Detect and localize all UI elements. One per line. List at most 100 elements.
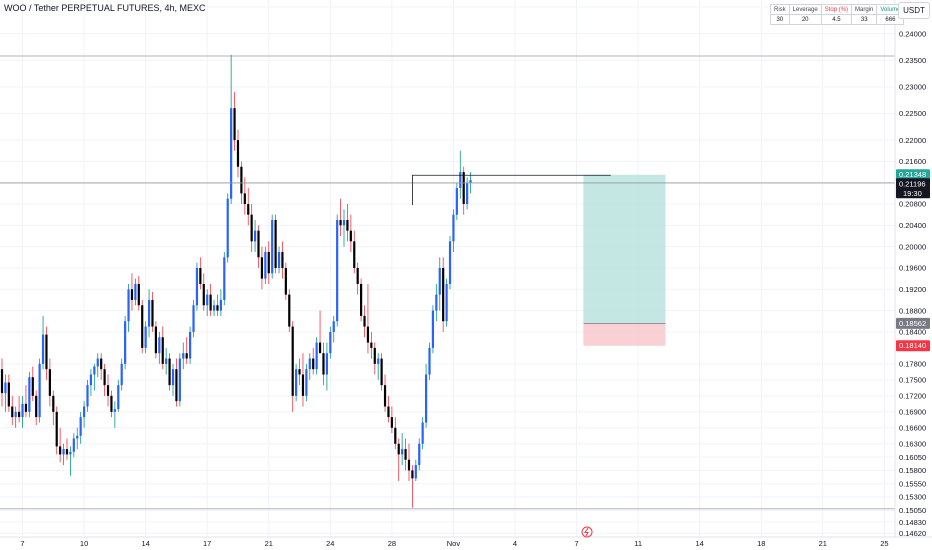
candle-body [431, 310, 435, 348]
candle-body [414, 465, 417, 479]
time-tick-label: 24 [326, 539, 334, 548]
candle-body [93, 366, 96, 375]
candle-body [394, 427, 397, 444]
current-price-label-bg [896, 178, 930, 199]
price-tick-label: 0.23000 [899, 83, 926, 92]
price-axis[interactable]: 0.245000.240000.235000.230000.225000.220… [894, 0, 926, 538]
price-tick-label: 0.17200 [899, 392, 926, 401]
candle-body [24, 403, 28, 412]
profit-zone [583, 174, 666, 324]
candle-body [76, 435, 79, 439]
price-tick-label: 0.16600 [899, 423, 926, 432]
price-tick-label: 0.15050 [899, 506, 926, 515]
lightning-icon[interactable] [581, 526, 593, 538]
current-price-label: 0.21196 [899, 179, 926, 188]
currency-selector[interactable]: USDT [898, 2, 930, 19]
candle-body [360, 283, 363, 316]
candle-body [127, 289, 130, 322]
candle-body [469, 180, 472, 183]
candle-body [448, 241, 452, 284]
candle-body [353, 241, 356, 268]
candle-body [383, 385, 387, 407]
candle-body [161, 337, 164, 364]
candle-body [11, 406, 14, 418]
level-line [411, 174, 611, 206]
candle-body [380, 358, 383, 386]
candle-body [18, 411, 21, 418]
candle-body [86, 385, 89, 407]
candle-body [195, 267, 199, 306]
candle-body [165, 358, 168, 364]
candle-body [336, 220, 339, 322]
short-position-tool[interactable] [583, 174, 666, 346]
candle-body [308, 358, 311, 370]
candle-body [59, 446, 62, 455]
price-tick-label: 0.20400 [899, 221, 926, 230]
candle-body [363, 315, 366, 327]
candle-body [230, 108, 233, 199]
candle-body [96, 358, 99, 367]
time-tick-label: 14 [141, 539, 149, 548]
candle-body [141, 305, 144, 348]
candle-body [462, 172, 465, 205]
price-tick-label: 0.15800 [899, 466, 926, 475]
candle-body [455, 188, 458, 215]
time-tick-label: 28 [388, 539, 396, 548]
candle-body [342, 220, 346, 226]
candle-body [466, 182, 469, 205]
price-tick-label: 0.21600 [899, 157, 926, 166]
candle-body [305, 369, 308, 396]
time-tick-label: 18 [757, 539, 765, 548]
time-tick-label: 7 [574, 539, 578, 548]
candle-body [424, 374, 428, 423]
candle-body [103, 369, 106, 386]
candle-body [301, 374, 305, 396]
candle-body [318, 342, 322, 354]
candle-body [178, 358, 181, 402]
candle-body [216, 305, 219, 311]
candle-body [452, 214, 455, 242]
candle-body [35, 395, 38, 418]
candle-body [253, 230, 257, 242]
candle-body [407, 459, 411, 471]
candle-body [322, 353, 325, 375]
candle-body [55, 411, 58, 447]
candle-body [130, 289, 134, 300]
candle-body [21, 403, 24, 418]
candle-body [134, 283, 137, 300]
candle-body [315, 342, 318, 370]
stop-zone [583, 323, 666, 346]
candle-body [209, 294, 212, 311]
candle-body [349, 230, 352, 242]
candle-body [445, 283, 448, 322]
candle-body [72, 438, 75, 452]
candle-body [421, 422, 424, 444]
candle-body [260, 257, 264, 279]
candle-body [82, 406, 86, 418]
candle-body [14, 411, 17, 418]
candle-body [154, 326, 157, 354]
time-axis[interactable]: 7 10 14 17 21 24 28 Nov 4 7 11 14 18 21 25 [0, 536, 932, 548]
target-price-label-bg [896, 169, 930, 181]
chart-grid [0, 0, 895, 537]
chart-title: WOO / Tether PERPETUAL FUTURES, 4h, MEXC [4, 3, 206, 13]
candle-body [435, 294, 438, 311]
candle-body [202, 283, 205, 306]
margin-header: Margin [851, 4, 878, 15]
candle-body [312, 358, 315, 370]
candle-body [100, 358, 103, 370]
price-tick-label: 0.19200 [899, 285, 926, 294]
candle-body [236, 140, 240, 167]
price-tick-label: 0.19600 [899, 264, 926, 273]
candle-body [233, 108, 236, 141]
price-tick-label: 0.16900 [899, 408, 926, 417]
candle-body [418, 443, 421, 466]
current-price-label-countdown: 19:30 [903, 189, 922, 198]
risk-calculator-table: Risk Leverage Stop (%) Margin Volume 30 … [770, 4, 905, 25]
candle-body [110, 395, 113, 412]
candle-body [257, 230, 260, 258]
candle-body [219, 299, 222, 311]
candle-body [243, 193, 246, 205]
price-tick-label: 0.14830 [899, 518, 926, 527]
